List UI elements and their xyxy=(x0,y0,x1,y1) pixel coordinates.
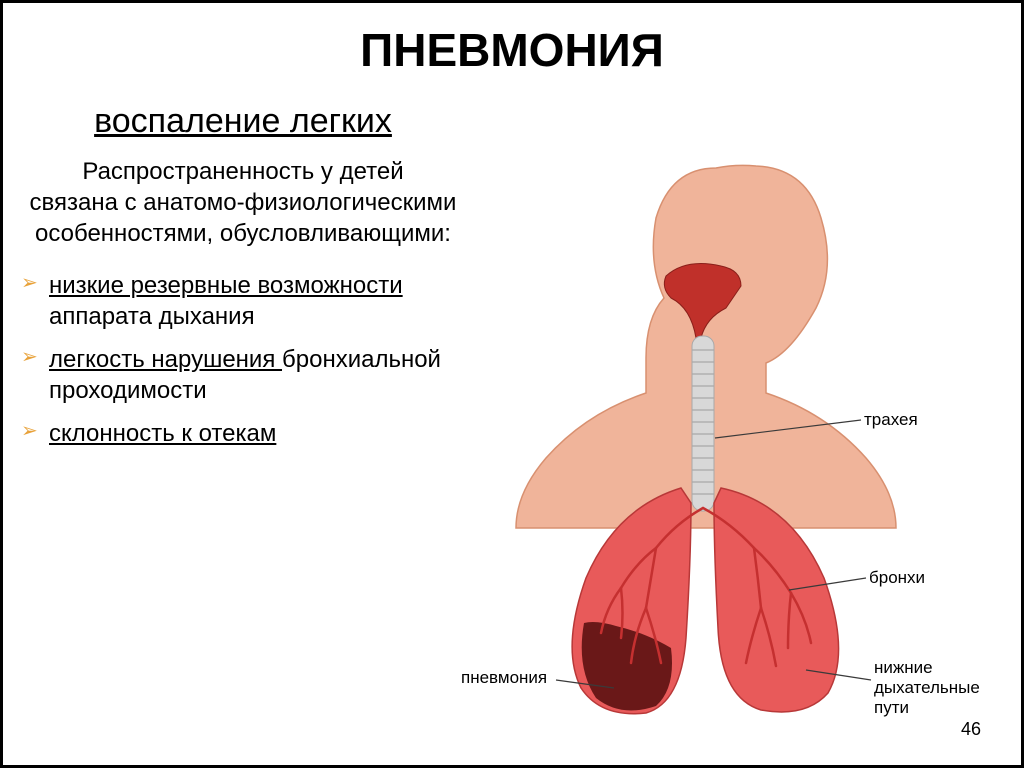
bullet-list: низкие резервные возможности аппарата ды… xyxy=(13,270,473,450)
label-lower-airways-1: нижние xyxy=(874,658,933,678)
bullet-rest: аппарата дыхания xyxy=(49,303,255,330)
intro-text: Распространенность у детей связана с ана… xyxy=(13,156,473,250)
anatomy-svg xyxy=(506,158,1006,738)
trachea-shape xyxy=(692,336,714,511)
bullet-item: низкие резервные возможности аппарата ды… xyxy=(21,270,473,332)
label-lower-airways-2: дыхательные xyxy=(874,678,980,698)
label-trachea: трахея xyxy=(864,410,918,430)
anatomy-diagram: трахея бронхи нижние дыхательные пути пн… xyxy=(506,158,1006,738)
bullet-underlined: склонность к отекам xyxy=(49,420,276,447)
label-bronchi: бронхи xyxy=(869,568,925,588)
bullet-underlined: низкие резервные возможности xyxy=(49,272,403,299)
bullet-underlined: легкость нарушения xyxy=(49,346,282,373)
intro-line: связана с анатомо-физиологическими xyxy=(23,187,463,218)
intro-line: особенностями, обусловливающими: xyxy=(23,218,463,249)
intro-line: Распространенность у детей xyxy=(23,156,463,187)
slide-title: ПНЕВМОНИЯ xyxy=(13,23,1011,77)
label-pneumonia: пневмония xyxy=(461,668,547,688)
bullet-item: склонность к отекам xyxy=(21,418,473,449)
label-lower-airways-3: пути xyxy=(874,698,909,718)
slide-subtitle: воспаление легких xyxy=(13,102,473,141)
bullet-item: легкость нарушения бронхиальной проходим… xyxy=(21,344,473,406)
slide-number: 46 xyxy=(961,719,981,740)
